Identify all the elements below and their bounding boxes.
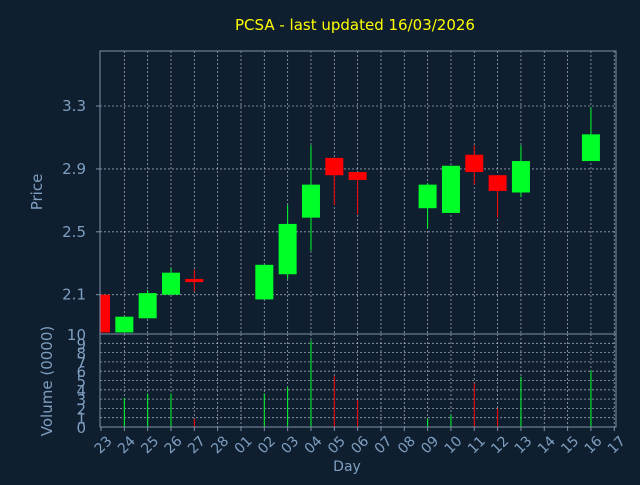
volume-tick-label: 10 — [67, 326, 86, 344]
price-tick-label: 2.9 — [62, 160, 86, 178]
volume-bars — [123, 340, 592, 427]
volume-tick-label: 3 — [76, 391, 86, 409]
price-tick-label: 2.1 — [62, 286, 86, 304]
price-panel: 2.1 2.5 2.9 3.3 — [62, 50, 617, 335]
x-axis-label: Day — [333, 459, 361, 475]
volume-tick-label: 0 — [76, 419, 86, 437]
candle-body — [488, 175, 507, 191]
volume-tick-label: 2 — [76, 400, 86, 418]
candle-body — [465, 154, 484, 173]
candle-body — [138, 293, 157, 319]
candle-body — [161, 272, 180, 295]
price-tick-label: 2.5 — [62, 223, 86, 241]
chart-title: PCSA - last updated 16/03/2026 — [235, 16, 475, 34]
candle-body — [301, 184, 320, 218]
volume-tick-label: 4 — [76, 382, 86, 400]
volume-tick-label: 9 — [76, 335, 86, 353]
candle-body — [511, 161, 530, 193]
candle-body — [418, 184, 437, 209]
price-tick-labels: 2.1 2.5 2.9 3.3 — [62, 97, 100, 304]
candle-body — [101, 294, 110, 333]
candle-body — [441, 165, 460, 213]
volume-tick-label: 7 — [76, 354, 86, 372]
volume-tick-label: 1 — [76, 410, 86, 428]
price-grid — [100, 51, 616, 334]
volume-tick-label: 8 — [76, 345, 86, 363]
candle-body — [348, 172, 367, 180]
candle-body — [185, 278, 204, 283]
volume-tick-label: 6 — [76, 363, 86, 381]
candle-body — [255, 264, 274, 300]
price-tick-label: 3.3 — [62, 97, 86, 115]
volume-tick-label: 5 — [76, 373, 86, 391]
candle-body — [278, 223, 297, 275]
candle-body — [325, 157, 344, 176]
volume-axis-label: Volume (0000) — [38, 326, 56, 436]
price-axis-label: Price — [28, 174, 46, 211]
candle-body — [581, 134, 600, 162]
price-candles — [100, 107, 600, 333]
candle-body — [115, 316, 134, 333]
